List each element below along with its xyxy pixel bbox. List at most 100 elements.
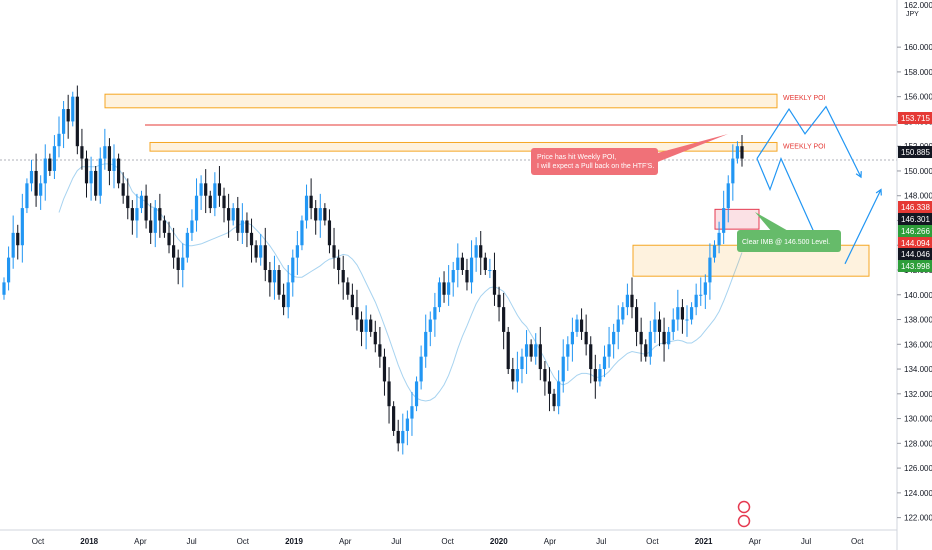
time-axis[interactable]: Oct 2018 Apr Jul Oct 2019 Apr Jul Oct 2020 Apr Jul O… bbox=[0, 529, 897, 546]
y-tick-label: 158.000 bbox=[904, 68, 932, 77]
candle-body bbox=[217, 183, 222, 196]
candle-body bbox=[570, 331, 574, 345]
candle-body bbox=[419, 356, 423, 382]
candle-body bbox=[167, 232, 171, 246]
candle-body bbox=[524, 344, 529, 357]
moving-average-line bbox=[58, 163, 743, 402]
x-tick-label: Jul bbox=[391, 537, 401, 546]
zone-box bbox=[714, 208, 760, 230]
candle-body bbox=[144, 195, 148, 221]
candle-body bbox=[327, 220, 332, 246]
candle-body bbox=[433, 307, 437, 320]
candle-body bbox=[153, 208, 157, 233]
candle-body bbox=[392, 406, 396, 431]
candle-body bbox=[575, 319, 579, 332]
y-tick-label: 122.000 bbox=[904, 514, 932, 523]
candle-body bbox=[593, 369, 597, 382]
candle-body bbox=[94, 170, 98, 196]
candle-body bbox=[534, 344, 538, 357]
x-tick-label: 2019 bbox=[285, 537, 303, 546]
candle-body bbox=[227, 208, 231, 221]
candle-body bbox=[667, 331, 671, 345]
candle-body bbox=[130, 208, 134, 221]
price-label-text: 144.094 bbox=[901, 239, 930, 248]
candle-body bbox=[479, 245, 483, 258]
candle-body bbox=[121, 183, 125, 196]
candle-body bbox=[66, 109, 70, 122]
y-tick-label: 124.000 bbox=[904, 489, 932, 498]
candle-body bbox=[731, 158, 735, 184]
x-tick-label: Oct bbox=[441, 537, 454, 546]
candle-body bbox=[511, 369, 515, 382]
x-tick-label: Apr bbox=[339, 537, 352, 546]
price-label-tag bbox=[898, 201, 932, 213]
zone-box bbox=[149, 141, 778, 152]
candle-body bbox=[16, 232, 20, 246]
price-axis[interactable]: 122.000 124.000 126.000 128.000 130.000 132.0… bbox=[896, 0, 932, 550]
candle-body bbox=[11, 232, 15, 258]
candle-body bbox=[185, 232, 189, 258]
projection-path bbox=[756, 156, 818, 240]
x-tick-label: 2018 bbox=[80, 537, 98, 546]
candle-body bbox=[84, 158, 89, 184]
candle-body bbox=[80, 146, 84, 159]
candle-body bbox=[20, 208, 24, 246]
candle-body bbox=[309, 195, 313, 209]
candle-body bbox=[254, 245, 258, 258]
candle-body bbox=[648, 331, 652, 357]
price-label-text: 150.885 bbox=[901, 148, 930, 157]
candle-body bbox=[162, 220, 167, 233]
candle-body bbox=[557, 381, 561, 407]
x-tick-label: Apr bbox=[134, 537, 147, 546]
callout-text-imbalance: Clear IMB @ 146.500 Level. bbox=[742, 239, 830, 246]
projection-path bbox=[844, 189, 882, 265]
callout-box-imbalance bbox=[737, 230, 841, 252]
currency-label: JPY bbox=[906, 11, 919, 18]
candle-body bbox=[29, 170, 34, 184]
candle-body bbox=[598, 369, 602, 382]
price-label-tag bbox=[898, 260, 932, 272]
price-label-tag bbox=[898, 213, 932, 225]
candle-body bbox=[708, 257, 712, 283]
candle-body bbox=[61, 109, 66, 134]
candle-body bbox=[249, 232, 254, 246]
candle-body bbox=[355, 307, 359, 320]
candle-body bbox=[34, 170, 38, 196]
zones-layer: WEEKLY POI WEEKLY POI bbox=[0, 93, 897, 277]
y-tick-label: 160.000 bbox=[904, 43, 932, 52]
price-label-text: 146.301 bbox=[901, 215, 930, 224]
candle-body bbox=[103, 146, 107, 159]
zone-label: WEEKLY POI bbox=[783, 95, 826, 102]
candle-body bbox=[717, 232, 721, 246]
candle-body bbox=[703, 282, 707, 295]
candle-body bbox=[272, 270, 277, 283]
candle-body bbox=[282, 294, 286, 308]
candle-body bbox=[337, 257, 341, 270]
callout-pointer bbox=[755, 212, 790, 232]
candle-body bbox=[520, 356, 524, 370]
candle-body bbox=[488, 270, 492, 271]
candle-body bbox=[135, 208, 139, 221]
price-label-tag bbox=[898, 248, 932, 260]
candle-body bbox=[474, 245, 478, 258]
candle-body bbox=[639, 331, 643, 345]
x-tick-label: Jul bbox=[186, 537, 196, 546]
candle-body bbox=[204, 183, 208, 196]
candle-body bbox=[414, 381, 419, 407]
candle-body bbox=[657, 319, 662, 332]
candle-body bbox=[401, 430, 405, 444]
candle-body bbox=[71, 96, 75, 122]
candle-body bbox=[190, 220, 194, 233]
candle-body bbox=[621, 307, 625, 320]
x-tick-label: 2020 bbox=[490, 537, 508, 546]
candle-body bbox=[245, 220, 249, 233]
candle-body bbox=[589, 344, 593, 370]
candle-body bbox=[506, 331, 510, 370]
candle-body bbox=[460, 257, 464, 270]
projection-arrowhead bbox=[875, 188, 882, 196]
candle-body bbox=[236, 208, 240, 233]
x-tick-label: Jul bbox=[596, 537, 606, 546]
candle-body bbox=[497, 294, 501, 308]
candle-body bbox=[630, 294, 634, 308]
